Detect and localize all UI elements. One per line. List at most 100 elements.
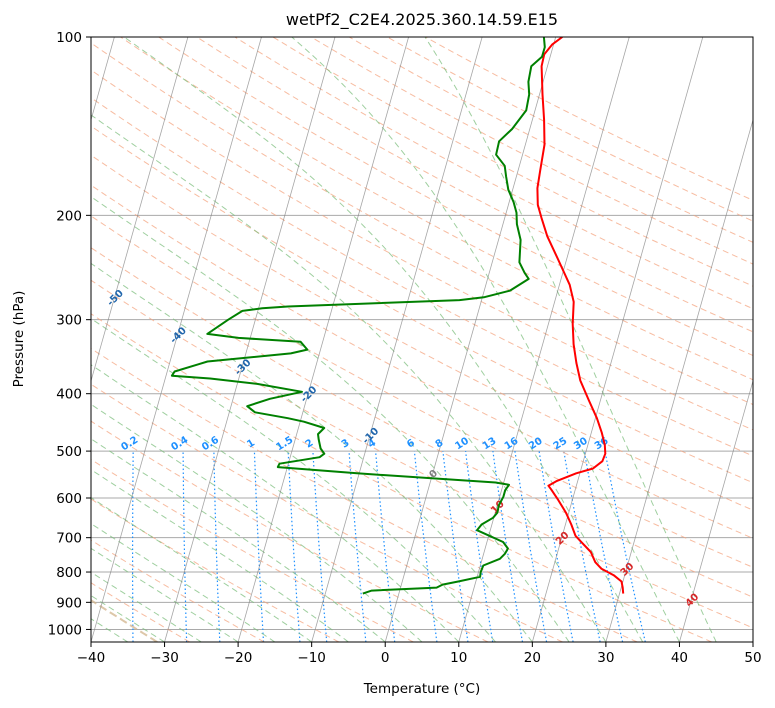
dry-adiabat-label: -30 bbox=[233, 357, 254, 378]
dry-adiabat-line bbox=[91, 154, 753, 511]
isotherm-line bbox=[752, 640, 753, 642]
y-tick-label: 900 bbox=[56, 595, 82, 611]
dewpoint-profile-line bbox=[170, 37, 546, 595]
mixing-ratio-label: 0.1 bbox=[73, 435, 94, 454]
mixing-ratio-line bbox=[492, 451, 524, 642]
dry-adiabat-line bbox=[91, 215, 753, 568]
y-tick-label: 500 bbox=[56, 444, 82, 460]
dry-adiabat-label: 40 bbox=[684, 592, 702, 610]
dry-adiabat-label: -60 bbox=[46, 236, 67, 257]
moist-adiabat-line bbox=[91, 196, 570, 642]
x-tick-label: 0 bbox=[381, 650, 390, 666]
mixing-ratio-label: 20 bbox=[527, 436, 545, 453]
x-tick-label: 20 bbox=[524, 650, 541, 666]
dry-adiabat-line bbox=[91, 247, 753, 598]
isotherm-line bbox=[458, 37, 630, 642]
mixing-ratio-label: 4 bbox=[366, 437, 378, 450]
mixing-ratio-line bbox=[213, 451, 221, 642]
moist-adiabat-line bbox=[91, 523, 276, 642]
isotherm-line bbox=[384, 37, 557, 642]
plot-frame bbox=[90, 36, 754, 643]
x-tick-label: 50 bbox=[744, 650, 761, 666]
dry-adiabat-label: -20 bbox=[299, 384, 320, 405]
temperature-profile-line bbox=[536, 37, 625, 594]
mixing-ratio-label: 1 bbox=[245, 437, 257, 450]
y-tick-label: 600 bbox=[56, 491, 82, 507]
x-axis-ticks: −40 −30 −20 −10 0 10 20 30 40 50 bbox=[77, 642, 762, 666]
moist-adiabat-line bbox=[291, 37, 680, 642]
dry-adiabat-line bbox=[234, 37, 753, 310]
mixing-ratio-label: 25 bbox=[552, 436, 570, 453]
moist-adiabat-line bbox=[91, 547, 239, 642]
dry-adiabat-line bbox=[91, 383, 563, 642]
isotherm-line bbox=[91, 37, 189, 383]
moist-adiabat-line bbox=[91, 469, 349, 642]
dry-adiabat-line bbox=[91, 313, 712, 642]
profile-series bbox=[170, 37, 625, 595]
isotherm-line bbox=[605, 118, 753, 642]
dry-adiabat-label: -40 bbox=[168, 325, 189, 346]
x-tick-label: 30 bbox=[597, 650, 614, 666]
mixing-ratio-label: 2 bbox=[304, 437, 316, 450]
mixing-ratio-line bbox=[583, 450, 624, 642]
mixing-ratio-label: 6 bbox=[405, 437, 417, 450]
moist-adiabat-line bbox=[91, 403, 423, 642]
dry-adiabat-line bbox=[425, 37, 753, 201]
mixing-ratio-line bbox=[514, 451, 548, 642]
isotherm-line bbox=[679, 379, 753, 642]
isotherm-line bbox=[237, 37, 409, 642]
mixing-ratio-label: 0.2 bbox=[119, 435, 140, 454]
y-tick-label: 700 bbox=[56, 531, 82, 547]
isotherm-line bbox=[531, 37, 704, 642]
dry-adiabat-line bbox=[348, 37, 753, 243]
dry-adiabat-line bbox=[91, 582, 190, 642]
y-tick-label: 1000 bbox=[48, 622, 82, 638]
y-axis-label: Pressure (hPa) bbox=[11, 291, 27, 388]
chart-title: wetPf2_C2E4.2025.360.14.59.E15 bbox=[286, 10, 558, 30]
mixing-ratio-label: 13 bbox=[481, 436, 499, 453]
moist-adiabat-line bbox=[424, 37, 717, 642]
moist-adiabat-line bbox=[91, 262, 533, 642]
mixing-ratio-line bbox=[538, 451, 574, 642]
dry-adiabat-label: -50 bbox=[105, 288, 126, 309]
isotherm-line bbox=[311, 37, 483, 642]
mixing-ratio-line bbox=[413, 451, 438, 642]
mixing-ratio-line bbox=[604, 450, 646, 642]
mixing-ratio-label: 8 bbox=[434, 437, 446, 450]
x-axis-label: Temperature (°C) bbox=[363, 681, 481, 697]
dry-adiabat-label: -70 bbox=[0, 182, 9, 203]
moist-adiabat-line bbox=[91, 114, 607, 642]
y-tick-label: 300 bbox=[56, 313, 82, 329]
dry-adiabat-line bbox=[91, 125, 753, 484]
x-tick-label: −30 bbox=[150, 650, 179, 666]
dry-adiabat-label: -10 bbox=[361, 426, 382, 447]
mixing-ratio-line bbox=[287, 451, 301, 642]
mixing-ratio-label: 16 bbox=[503, 436, 521, 453]
isotherms bbox=[91, 37, 753, 642]
x-tick-label: 40 bbox=[671, 650, 688, 666]
dry-adiabat-line bbox=[91, 184, 753, 539]
dry-adiabat-label: 30 bbox=[619, 561, 637, 579]
mixing-ratio-label: 30 bbox=[572, 436, 590, 453]
dry-adiabat-line bbox=[91, 42, 753, 406]
moist-adiabats bbox=[91, 37, 717, 642]
dry-adiabat-line bbox=[196, 37, 753, 333]
dry-adiabats bbox=[91, 37, 753, 642]
mixing-ratio-line bbox=[312, 451, 328, 642]
x-tick-label: −40 bbox=[77, 650, 106, 666]
moist-adiabat-line bbox=[91, 317, 496, 642]
mixing-ratio-label: 0.4 bbox=[169, 435, 190, 454]
mixing-ratio-label: 36 bbox=[593, 436, 611, 453]
mixing-ratio-line bbox=[83, 451, 87, 642]
moist-adiabat-line bbox=[91, 438, 386, 642]
y-axis-ticks: 1000 900 800 700 600 500 400 300 200 100 bbox=[48, 30, 91, 638]
mixing-ratio-line bbox=[442, 451, 469, 642]
dry-adiabat-line bbox=[120, 37, 753, 381]
mixing-ratio-line bbox=[348, 451, 367, 642]
x-tick-label: −10 bbox=[297, 650, 326, 666]
dry-adiabat-label: 20 bbox=[554, 530, 572, 548]
dry-adiabat-line bbox=[91, 69, 753, 431]
y-tick-label: 800 bbox=[56, 565, 82, 581]
plot-area: 0.10.20.40.611.52346810131620253036-100-… bbox=[0, 37, 753, 642]
y-tick-label: 200 bbox=[56, 208, 82, 224]
